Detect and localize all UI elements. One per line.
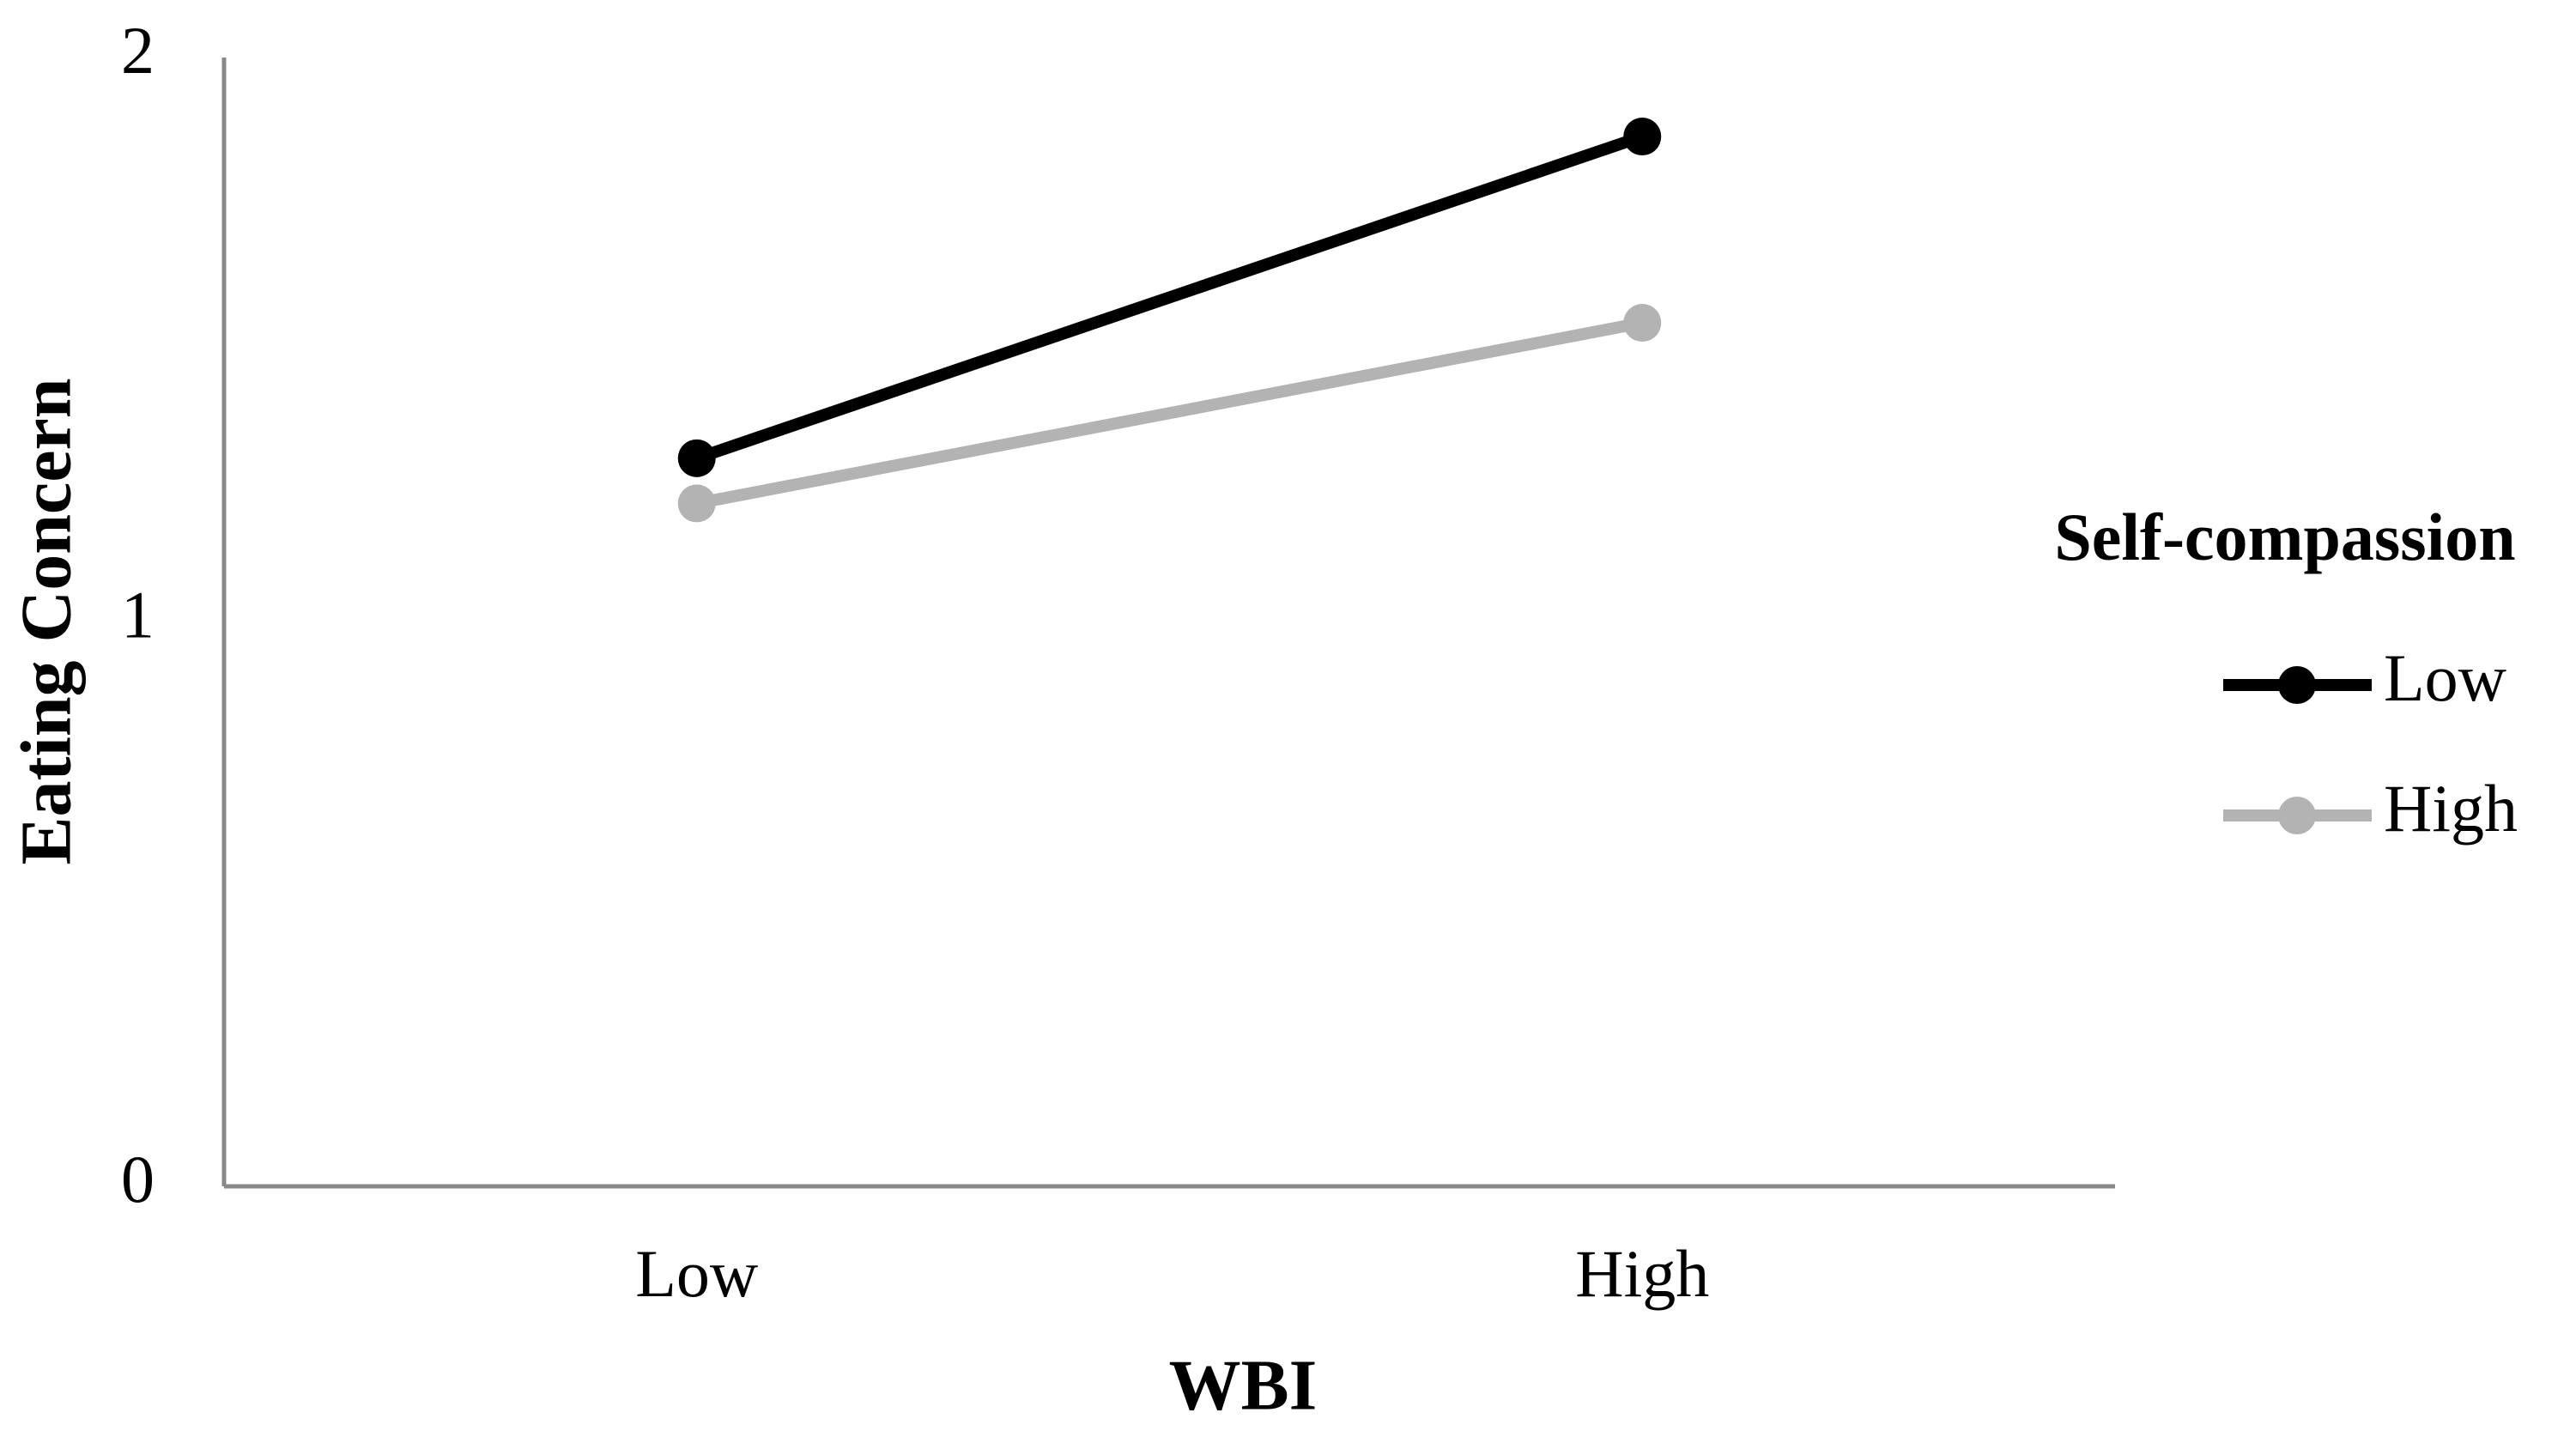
y-axis-title: Eating Concern [6, 379, 86, 865]
y-tick-label: 1 [121, 577, 155, 652]
series-line [694, 130, 1645, 464]
x-axis-title: WBI [1169, 1345, 1318, 1425]
data-point [677, 439, 716, 477]
data-point [1623, 118, 1662, 156]
legend-label: Low [2384, 640, 2506, 715]
legend-marker [2278, 666, 2316, 704]
y-tick-label: 0 [121, 1142, 155, 1216]
x-tick-label: High [1575, 1236, 1709, 1311]
data-point [677, 484, 716, 523]
legend-label: High [2384, 771, 2518, 846]
legend-marker [2278, 797, 2316, 834]
series-line [695, 317, 1644, 510]
y-tick-label: 2 [121, 13, 155, 88]
data-point [1623, 304, 1662, 343]
x-tick-label: Low [635, 1236, 758, 1311]
legend-title: Self-compassion [2054, 500, 2515, 574]
